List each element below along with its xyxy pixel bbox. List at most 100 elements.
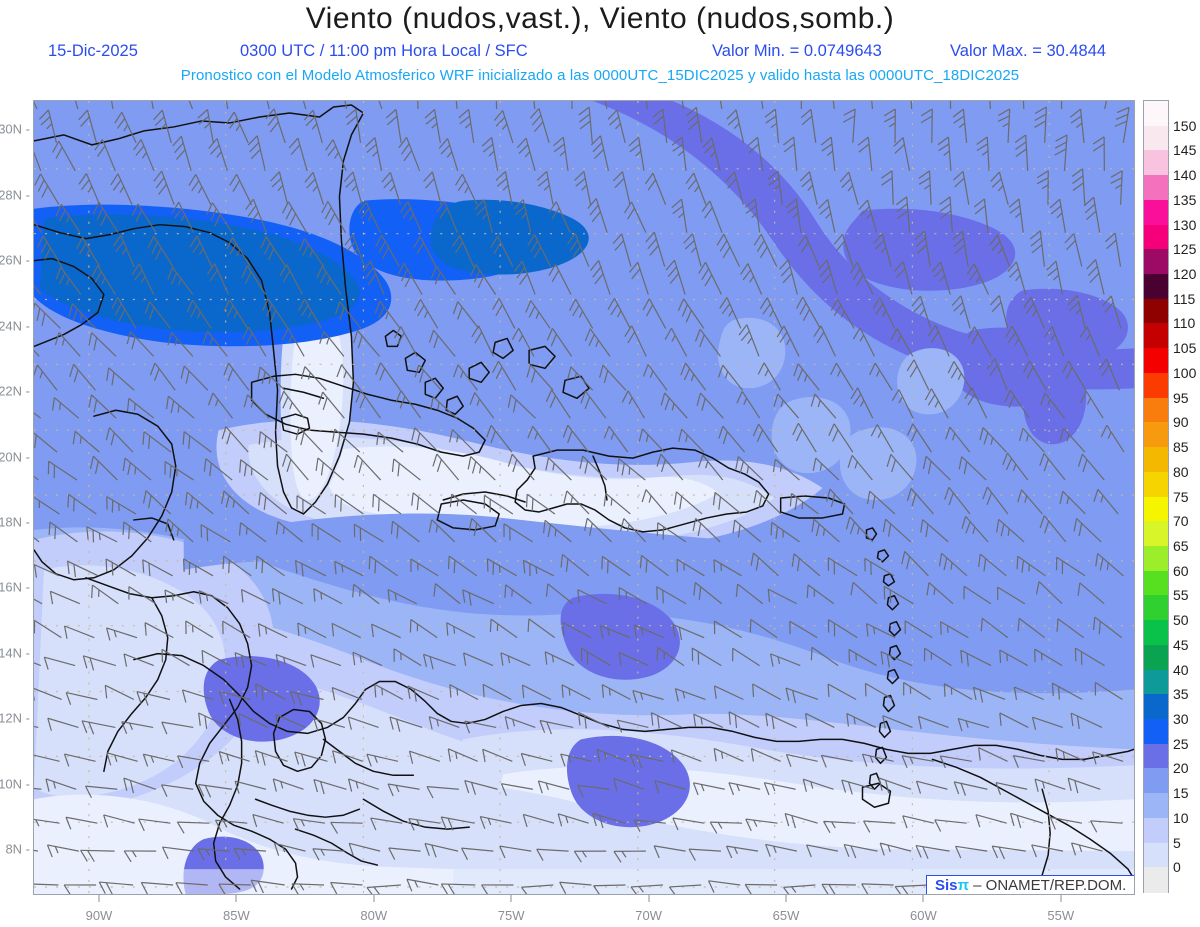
wind-barb — [524, 233, 552, 273]
wind-barb — [594, 364, 627, 399]
wind-barb — [169, 101, 194, 114]
wind-barb — [34, 429, 58, 462]
wind-barb — [821, 488, 854, 522]
colorbar-label-115: 115 — [1173, 290, 1196, 307]
colorbar[interactable] — [1143, 100, 1169, 893]
wind-barb — [744, 883, 778, 894]
wind-barb — [345, 842, 381, 863]
latitude-axis: 30N - 28N - 26N - 24N - 22N - 20N - 18N - 16N -… — [0, 100, 33, 895]
wind-barb — [328, 493, 365, 524]
wind-barb — [287, 691, 325, 711]
colorbar-label-85: 85 — [1173, 439, 1189, 456]
wind-barb — [938, 196, 953, 234]
wind-barb — [139, 622, 174, 648]
wind-barb — [252, 491, 288, 524]
wind-barb — [687, 848, 722, 863]
colorbar-swatch — [1144, 422, 1168, 448]
wind-barb — [827, 298, 855, 335]
wind-barb — [807, 457, 840, 489]
wind-barb — [216, 555, 252, 586]
colorbar-label-105: 105 — [1173, 340, 1197, 357]
wind-barb — [34, 201, 43, 240]
wind-barb — [913, 844, 951, 863]
wind-barb — [344, 108, 362, 146]
lon-tickmark-55W — [1060, 895, 1062, 902]
wind-barb — [564, 232, 590, 272]
wind-barb — [943, 360, 973, 397]
wind-barb — [684, 106, 703, 146]
wind-barb — [831, 233, 854, 271]
wind-barb — [133, 690, 171, 711]
wind-barb — [730, 583, 764, 613]
wind-barb — [230, 652, 268, 677]
wind-barb — [676, 362, 707, 398]
wind-barb — [1012, 489, 1043, 522]
wind-barb — [984, 358, 1008, 395]
wind-barb — [76, 109, 98, 147]
wind-barb — [34, 101, 38, 115]
wind-barb — [933, 819, 968, 835]
wind-barb — [465, 391, 495, 426]
wind-barb — [876, 842, 912, 863]
wind-barb — [329, 821, 364, 835]
wind-barb — [198, 330, 228, 364]
colorbar-label-100: 100 — [1173, 364, 1197, 381]
wind-barb — [1044, 260, 1064, 298]
wind-barb — [466, 263, 497, 302]
wind-barb — [903, 423, 933, 459]
wind-barb — [160, 395, 195, 428]
colorbar-label-55: 55 — [1173, 587, 1189, 604]
page-title: Viento (nudos,vast.), Viento (nudos,somb… — [305, 2, 895, 35]
colorbar-swatch — [1144, 793, 1168, 819]
wind-barb — [107, 173, 133, 210]
lat-tick-28N: 28N - — [0, 187, 30, 203]
wind-barb — [468, 325, 495, 362]
wind-barb — [845, 581, 878, 613]
wind-barb — [964, 326, 992, 363]
wind-barb — [1071, 168, 1086, 207]
wind-barb — [314, 330, 345, 364]
wind-barb — [231, 780, 267, 801]
wind-barb — [913, 230, 931, 269]
wind-barb — [34, 235, 63, 273]
wind-barb — [216, 425, 249, 460]
wind-barb — [168, 201, 195, 239]
wind-barb — [128, 263, 155, 300]
wind-barb — [595, 555, 631, 586]
wind-barb — [632, 819, 667, 835]
wind-barb — [51, 203, 81, 240]
wind-barb — [746, 748, 782, 772]
wind-barb — [151, 109, 172, 147]
wind-barb — [317, 200, 347, 239]
colorbar-swatch — [1144, 842, 1168, 868]
wind-barb — [1028, 648, 1063, 676]
wind-barb — [494, 170, 513, 208]
map-frame[interactable]: Sisπ – ONAMET/REP.DOM. — [33, 100, 1135, 895]
wind-barb — [682, 172, 707, 210]
wind-barb — [249, 101, 270, 113]
wind-barb — [34, 817, 61, 835]
wind-barb — [1020, 296, 1045, 334]
wind-barb — [763, 108, 780, 145]
wind-barb — [440, 883, 476, 894]
map-panel[interactable]: Sisπ – ONAMET/REP.DOM. — [33, 100, 1135, 895]
wind-barb — [645, 712, 683, 738]
wind-barb — [709, 821, 743, 835]
lon-tick-75W: 75W — [497, 908, 525, 923]
wind-barb — [1046, 682, 1083, 710]
wind-barb — [818, 101, 835, 111]
wind-barb — [290, 426, 324, 461]
wind-barb — [359, 260, 385, 300]
colorbar-label-110: 110 — [1173, 315, 1196, 332]
wind-barb — [686, 647, 722, 676]
wind-barb — [750, 233, 778, 272]
wind-barb — [880, 170, 894, 206]
wind-barb — [111, 111, 137, 149]
wind-barb — [972, 553, 1007, 585]
wind-barb — [849, 327, 876, 362]
wind-barb — [61, 753, 97, 773]
wind-barb — [558, 490, 590, 523]
wind-barb — [826, 362, 854, 397]
wind-barb — [784, 492, 820, 524]
wind-barb — [611, 458, 646, 490]
